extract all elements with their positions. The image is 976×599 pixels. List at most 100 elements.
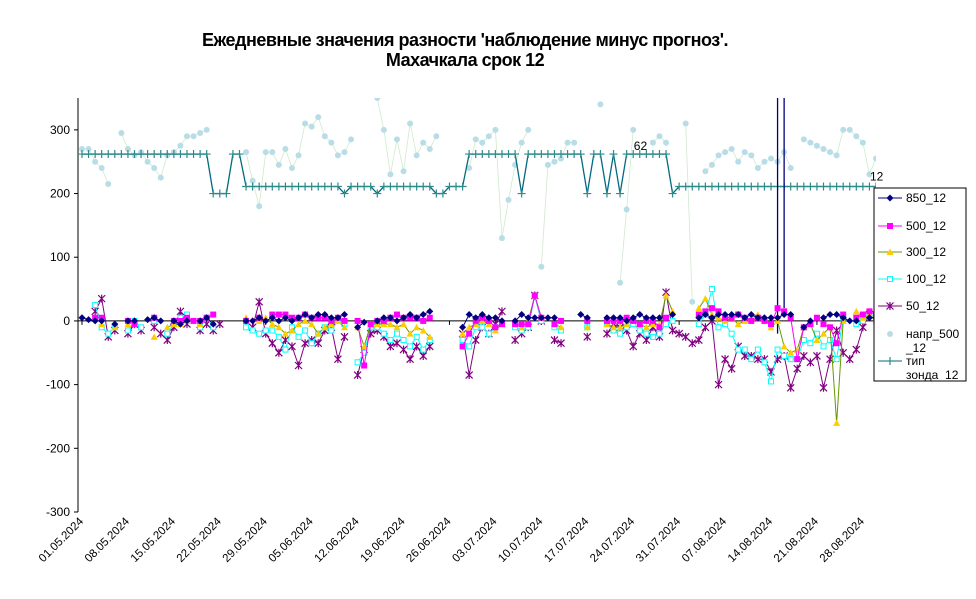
x-tick-label: 17.07.2024: [542, 515, 592, 565]
s850-point: [583, 314, 591, 322]
s100-point: [308, 340, 315, 347]
s850-point: [281, 314, 289, 322]
s500-point: [459, 343, 466, 350]
s50-point: [753, 355, 762, 364]
s850-point: [465, 311, 473, 319]
s850-point: [426, 307, 434, 315]
s850-point: [275, 317, 283, 325]
s50-point: [176, 307, 185, 316]
s500-point: [558, 317, 565, 324]
tip-zonda-point: [366, 182, 375, 191]
napr-500-point: [157, 174, 164, 181]
s50-point: [274, 348, 283, 357]
napr-500-point: [689, 298, 696, 305]
s50-point: [406, 355, 415, 364]
s500-point: [833, 340, 840, 347]
napr-500-point: [597, 101, 604, 108]
s300-point: [386, 320, 394, 328]
napr-500-point: [472, 136, 479, 143]
plot-area: [78, 98, 876, 512]
s850-point: [741, 314, 749, 322]
napr-500-point: [880, 152, 886, 158]
x-tick-label: 01.05.2024: [37, 515, 87, 565]
napr-500-point: [479, 139, 486, 146]
tip-zonda-point: [373, 189, 382, 198]
s300-point: [780, 342, 788, 350]
s300-point: [852, 307, 860, 315]
napr-500-point: [269, 149, 276, 156]
s100-point: [827, 337, 834, 344]
s100-line: [94, 304, 116, 335]
s850-point: [373, 317, 381, 325]
legend-marker: [886, 248, 894, 255]
napr-500-point: [400, 168, 407, 175]
s850-point: [157, 317, 165, 325]
s300-point: [275, 323, 283, 331]
s850-line: [246, 313, 345, 322]
x-tick-label: 15.05.2024: [129, 515, 179, 565]
s500-point: [748, 317, 755, 324]
napr-500-point: [249, 177, 256, 184]
s850-point: [413, 314, 421, 322]
s850-point: [321, 311, 329, 319]
s850-point: [610, 314, 618, 322]
napr-500-point: [492, 126, 499, 133]
s50-point: [150, 323, 159, 332]
s100-point: [807, 340, 814, 347]
s50-point: [419, 351, 428, 360]
x-tick-label: 03.07.2024: [450, 515, 500, 565]
s850-point: [760, 314, 768, 322]
napr-500-point: [505, 196, 512, 203]
x-tick-label: 22.05.2024: [175, 515, 225, 565]
s300-point: [360, 342, 368, 350]
s300-point: [150, 333, 158, 340]
s850-point: [616, 314, 624, 322]
tip-zonda-point: [425, 182, 434, 191]
s850-point: [774, 314, 782, 322]
s100-point: [728, 330, 735, 337]
napr-500-point: [315, 114, 322, 121]
s100-point: [407, 343, 414, 350]
s100-point: [282, 346, 289, 353]
s100-point: [249, 327, 256, 334]
s300-point: [281, 330, 289, 337]
napr-500-point: [275, 161, 282, 168]
s50-point: [858, 323, 867, 332]
s100-point: [754, 346, 761, 353]
napr-500-point: [544, 161, 551, 168]
s850-point: [406, 311, 414, 319]
x-tick-label: 24.07.2024: [588, 515, 638, 565]
napr-500-point: [328, 139, 335, 146]
s850-point: [130, 317, 138, 325]
s850-point: [295, 314, 303, 322]
napr-500-point: [92, 158, 99, 165]
s300-point: [583, 323, 591, 331]
tip-zonda-point: [222, 189, 231, 198]
napr-500-point: [722, 149, 729, 156]
s850-point: [203, 314, 211, 322]
s50-point: [550, 336, 559, 345]
s300-point: [616, 323, 624, 331]
tip-zonda-point: [517, 189, 526, 198]
s50-point: [393, 339, 401, 348]
s50-point: [583, 332, 592, 341]
s850-point: [242, 317, 250, 325]
s300-point: [295, 320, 303, 328]
napr-500-point: [262, 149, 269, 156]
s850-point: [767, 314, 775, 322]
s300-point: [610, 323, 618, 331]
s300-point: [419, 326, 427, 334]
s850-point: [308, 314, 316, 322]
s500-point: [794, 356, 801, 363]
s100-point: [400, 337, 407, 344]
x-tick-label: 19.06.2024: [358, 515, 408, 565]
s50-point: [701, 323, 710, 332]
napr-500-point: [85, 145, 92, 152]
s850-point: [642, 314, 650, 322]
s50-point: [498, 307, 506, 316]
x-tick-label: 14.08.2024: [726, 515, 776, 565]
s850-point: [78, 314, 86, 322]
tip-zonda-point: [609, 150, 618, 159]
s100-point: [715, 324, 722, 331]
napr-500-point: [551, 158, 558, 165]
